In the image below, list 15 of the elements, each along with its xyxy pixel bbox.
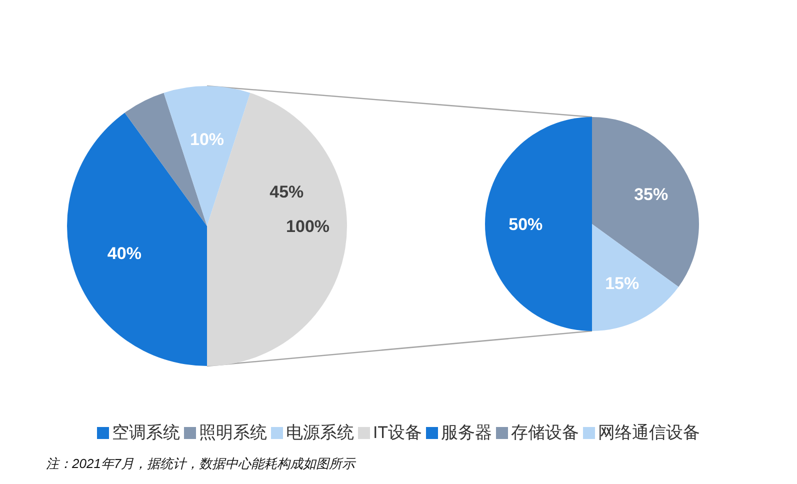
legend-label: 存储设备 xyxy=(510,422,580,444)
data-label: 10% xyxy=(190,130,224,150)
text: 注：2021年7月，据统计，数据中心能耗构成如图所示 xyxy=(46,455,356,473)
data-label: 35% xyxy=(634,184,668,204)
data-label: 40% xyxy=(107,244,142,263)
legend-label: 服务器 xyxy=(440,422,492,444)
legend-label: IT设备 xyxy=(372,422,422,444)
legend-label: 空调系统 xyxy=(110,422,180,444)
legend-label: 网络通信设备 xyxy=(597,422,700,444)
data-label: 45% xyxy=(270,182,304,202)
data-label: 15% xyxy=(605,274,640,294)
data-label: 50% xyxy=(508,215,543,234)
legend-label: 照明系统 xyxy=(198,422,267,444)
text: 100% xyxy=(286,217,330,236)
legend-label: 电源系统 xyxy=(284,422,354,444)
